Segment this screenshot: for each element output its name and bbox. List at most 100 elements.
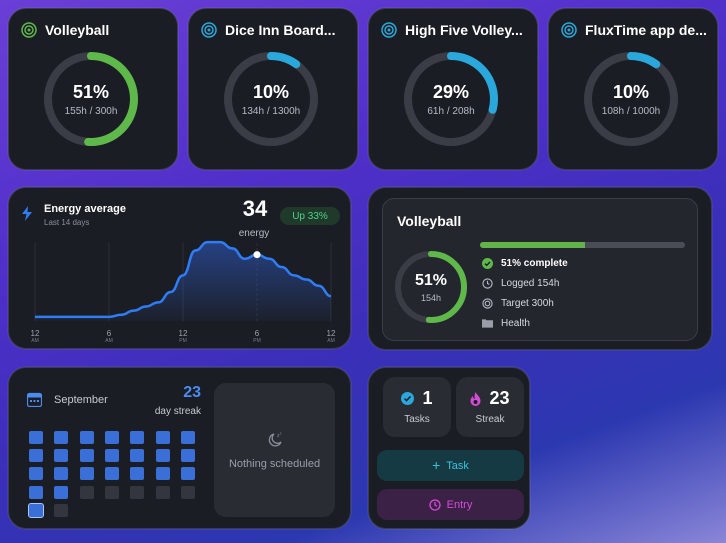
detail-row-logged: Logged 154h: [481, 277, 559, 289]
calendar-day[interactable]: [54, 485, 69, 499]
detail-progress-ring: 51% 154h: [393, 249, 469, 325]
goal-card-high-five[interactable]: High Five Volley... 29% 61h / 208h: [368, 8, 538, 170]
streak-tile[interactable]: 23 Streak: [456, 377, 524, 437]
streak-count: 23: [489, 388, 510, 408]
goal-title: Dice Inn Board...: [225, 22, 336, 38]
calendar-day[interactable]: [155, 467, 170, 481]
calendar-day[interactable]: [79, 431, 94, 444]
empty-state-text: Nothing scheduled: [228, 457, 321, 470]
detail-row-text: Logged 154h: [501, 277, 560, 289]
calendar-day[interactable]: [180, 485, 195, 499]
target-icon: [21, 22, 37, 38]
goal-percent: 29%: [432, 81, 470, 102]
calendar-day[interactable]: [79, 467, 94, 481]
detail-percent: 51%: [414, 271, 448, 289]
x-tick-label: 12 PM: [171, 330, 195, 345]
goal-title: FluxTime app de...: [585, 22, 707, 38]
goal-percent: 10%: [612, 81, 650, 102]
goal-card-volleyball[interactable]: Volleyball 51% 155h / 300h: [8, 8, 178, 170]
streak-label: day streak: [154, 406, 201, 417]
detail-title: Volleyball: [397, 213, 462, 229]
ring-svg: [44, 52, 138, 146]
calendar-day[interactable]: [29, 431, 43, 444]
calendar-month: September: [54, 394, 108, 406]
calendar-day[interactable]: [155, 485, 170, 499]
calendar-day[interactable]: [130, 449, 145, 463]
calendar-day[interactable]: [29, 485, 43, 499]
ring-progress: [44, 52, 138, 146]
plus-icon: +: [432, 457, 441, 473]
ring-progress: [395, 251, 467, 323]
tasks-count: 1: [422, 388, 433, 408]
energy-value-label: energy: [238, 228, 270, 239]
detail-row-complete: 51% complete: [481, 257, 568, 269]
bolt-icon: [22, 206, 32, 221]
ring-svg: [395, 251, 467, 323]
ring-svg: [404, 52, 498, 146]
calendar-day[interactable]: [130, 467, 145, 481]
calendar-day[interactable]: [54, 503, 69, 517]
detail-row-text: Health: [501, 317, 530, 329]
goal-card-dice-inn[interactable]: Dice Inn Board... 10% 134h / 1300h: [188, 8, 358, 170]
calendar-day[interactable]: [104, 467, 119, 481]
calendar-day[interactable]: [130, 431, 145, 444]
calendar-day[interactable]: [104, 449, 119, 463]
target-icon: [561, 22, 577, 38]
tick-main: 6: [254, 329, 260, 338]
calendar-day[interactable]: [180, 431, 195, 444]
ring-svg: [584, 52, 678, 146]
svg-text:z: z: [279, 431, 281, 436]
energy-value: 34: [242, 196, 268, 221]
tick-main: 12: [30, 329, 40, 338]
calendar-day[interactable]: [79, 485, 94, 499]
add-task-button[interactable]: + Task: [377, 450, 524, 481]
goal-detail-panel: Volleyball 51% 154h 51% complete Logged 1…: [382, 198, 698, 341]
trend-badge: Up 33%: [280, 207, 340, 225]
calendar-day[interactable]: [54, 431, 69, 444]
goal-card-fluxtime[interactable]: FluxTime app de... 10% 108h / 1000h: [548, 8, 718, 170]
goal-percent: 51%: [72, 81, 110, 102]
add-entry-button[interactable]: Entry: [377, 489, 524, 520]
energy-line: [35, 240, 332, 319]
energy-chart: [34, 240, 332, 321]
energy-area: [35, 242, 331, 321]
detail-row-text: 51% complete: [501, 257, 568, 269]
calendar-day[interactable]: [180, 467, 195, 481]
calendar-day[interactable]: [79, 449, 94, 463]
calendar-day[interactable]: [29, 467, 43, 481]
goal-detail-card[interactable]: Volleyball 51% 154h 51% complete Logged 1…: [368, 187, 712, 350]
clock-icon: [429, 498, 441, 511]
progress-ring: 29% 61h / 208h: [401, 49, 501, 149]
streak-number: 23: [183, 384, 201, 401]
tick-main: 12: [326, 329, 336, 338]
target-icon: [381, 22, 397, 38]
tick-sub: PM: [253, 338, 261, 344]
calendar-day[interactable]: [180, 449, 195, 463]
ring-progress: [404, 52, 498, 146]
calendar-day[interactable]: [28, 502, 44, 518]
calendar-day[interactable]: [155, 431, 170, 444]
calendar-day[interactable]: [54, 449, 69, 463]
tasks-label: Tasks: [404, 414, 430, 425]
goal-hours: 155h / 300h: [64, 105, 118, 117]
detail-row-target: Target 300h: [481, 297, 554, 309]
summary-card[interactable]: 1 Tasks 23 Streak + Task Entry: [368, 367, 530, 529]
goal-title: High Five Volley...: [405, 22, 523, 38]
calendar-day[interactable]: [155, 449, 170, 463]
x-tick-label: 12 AM: [319, 329, 343, 345]
tasks-tile[interactable]: 1 Tasks: [383, 377, 451, 437]
tick-sub: AM: [327, 338, 335, 344]
energy-card[interactable]: Energy average Last 14 days 34 energy Up…: [8, 187, 351, 349]
calendar-day[interactable]: [130, 485, 145, 499]
calendar-day[interactable]: [54, 467, 69, 481]
check-circle-icon: [481, 257, 493, 269]
goal-hours: 108h / 1000h: [601, 105, 661, 117]
calendar-day[interactable]: [104, 431, 119, 444]
svg-text:z: z: [277, 433, 280, 439]
calendar-day[interactable]: [104, 485, 119, 499]
streak-tile-label: Streak: [475, 414, 505, 425]
calendar-day[interactable]: [29, 449, 43, 463]
